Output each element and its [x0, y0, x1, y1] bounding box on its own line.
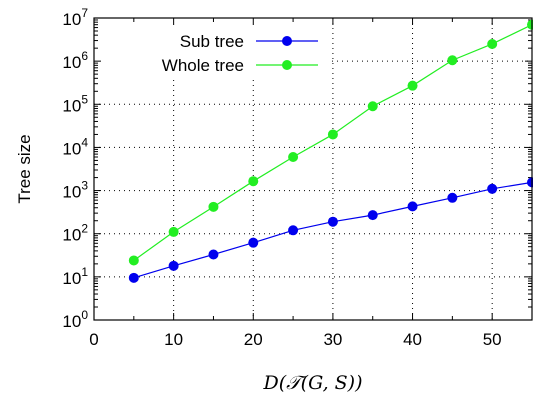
y-tick-label-base: 10 [62, 139, 81, 158]
data-point [487, 38, 498, 49]
data-point [168, 226, 179, 237]
y-tick-label-base: 10 [62, 10, 81, 29]
y-tick-label-base: 10 [62, 226, 81, 245]
data-point [288, 225, 299, 236]
y-tick-label: 104 [62, 135, 88, 158]
data-point [407, 80, 418, 91]
data-point [128, 255, 139, 266]
data-point [128, 272, 139, 283]
y-tick-label: 102 [62, 222, 88, 245]
x-tick-label: 50 [483, 330, 502, 349]
data-point [447, 192, 458, 203]
data-point [407, 201, 418, 212]
data-point [367, 101, 378, 112]
data-point [447, 55, 458, 66]
y-tick-label-exponent: 2 [81, 222, 88, 236]
data-point [208, 249, 219, 260]
x-tick-label: 20 [244, 330, 263, 349]
x-tick-label: 10 [164, 330, 183, 349]
y-axis-label: Tree size [15, 134, 34, 203]
legend-marker [282, 36, 292, 46]
y-tick-label-exponent: 4 [81, 135, 88, 149]
y-tick-label-exponent: 5 [81, 92, 88, 106]
y-tick-label: 101 [62, 265, 88, 288]
y-tick-label: 103 [62, 179, 88, 202]
y-tick-label-base: 10 [62, 96, 81, 115]
x-axis-label: D(𝒯(G, S)) [262, 372, 362, 394]
data-point [327, 129, 338, 140]
y-tick-label-exponent: 0 [81, 308, 88, 322]
legend-label: Sub tree [180, 32, 244, 51]
y-tick-label-base: 10 [62, 312, 81, 331]
x-tick-label: 0 [89, 330, 98, 349]
data-point [487, 183, 498, 194]
data-point [248, 176, 259, 187]
grid-layer [94, 18, 532, 320]
legend-marker [282, 60, 292, 70]
y-tick-label: 106 [62, 49, 88, 72]
data-point [327, 216, 338, 227]
y-tick-label-exponent: 6 [81, 49, 88, 63]
data-point [208, 201, 219, 212]
y-tick-label-exponent: 1 [81, 265, 88, 279]
x-tick-label: 40 [403, 330, 422, 349]
y-tick-label: 105 [62, 92, 88, 115]
legend: Sub tree Whole tree [162, 32, 318, 75]
y-tick-label-exponent: 7 [81, 6, 88, 20]
plot-frame [93, 17, 533, 321]
legend-label: Whole tree [162, 56, 244, 75]
data-point [288, 151, 299, 162]
y-tick-label: 100 [62, 308, 88, 331]
y-tick-label-base: 10 [62, 269, 81, 288]
data-point [367, 210, 378, 221]
y-tick-label-base: 10 [62, 53, 81, 72]
data-point [168, 260, 179, 271]
y-tick-label-exponent: 3 [81, 179, 88, 193]
data-point [248, 237, 259, 248]
y-tick-label: 107 [62, 6, 88, 29]
series-layer [128, 19, 533, 283]
y-tick-label-base: 10 [62, 183, 81, 202]
x-tick-label: 30 [323, 330, 342, 349]
